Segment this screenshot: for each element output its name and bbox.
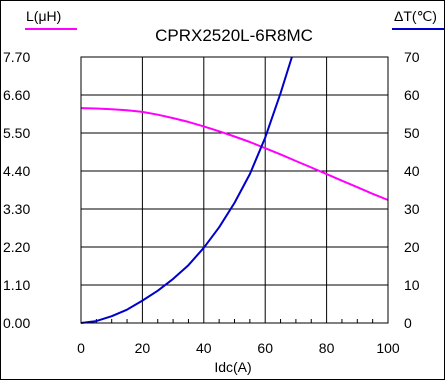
plot-frame (80, 56, 389, 324)
x-tick-label: 80 (319, 340, 335, 356)
y-left-tick-label: 5.50 (3, 125, 30, 141)
y-left-tick-label: 4.40 (3, 163, 30, 179)
y-right-tick-label: 30 (404, 201, 420, 217)
y-left-tick-label: 1.10 (3, 277, 30, 293)
temperature-series-line (80, 56, 293, 324)
series (80, 56, 389, 324)
x-tick-label: 0 (77, 340, 85, 356)
x-axis-title: Idc(A) (214, 359, 251, 375)
chart-svg: CPRX2520L-6R8MC L(μH) ΔT(℃) Idc(A) 0 20 40… (3, 8, 444, 375)
y-left-tick-label: 3.30 (3, 201, 30, 217)
y-left-tick-label: 2.20 (3, 239, 30, 255)
y-right-tick-label: 20 (404, 239, 420, 255)
y-right-tick-label: 50 (404, 125, 420, 141)
grid (81, 57, 388, 323)
x-tick-label: 20 (135, 340, 151, 356)
inductance-series-line (80, 107, 389, 201)
left-axis-title: L(μH) (26, 8, 61, 24)
y-left-tick-label: 0.00 (3, 315, 30, 331)
y-left-tick-label: 7.70 (3, 49, 30, 65)
right-axis-title: ΔT(℃) (394, 8, 437, 24)
y-left-tick-label: 6.60 (3, 87, 30, 103)
chart-title: CPRX2520L-6R8MC (155, 26, 313, 45)
y-right-tick-label: 0 (404, 315, 412, 331)
ticks: 0 20 40 60 80 1000.001.102.203.304.405.506.60… (3, 49, 420, 356)
x-tick-label: 60 (257, 340, 273, 356)
y-right-tick-label: 10 (404, 277, 420, 293)
x-tick-label: 40 (196, 340, 212, 356)
y-right-tick-label: 40 (404, 163, 420, 179)
x-tick-label: 100 (376, 340, 400, 356)
y-right-tick-label: 70 (404, 49, 420, 65)
y-right-tick-label: 60 (404, 87, 420, 103)
